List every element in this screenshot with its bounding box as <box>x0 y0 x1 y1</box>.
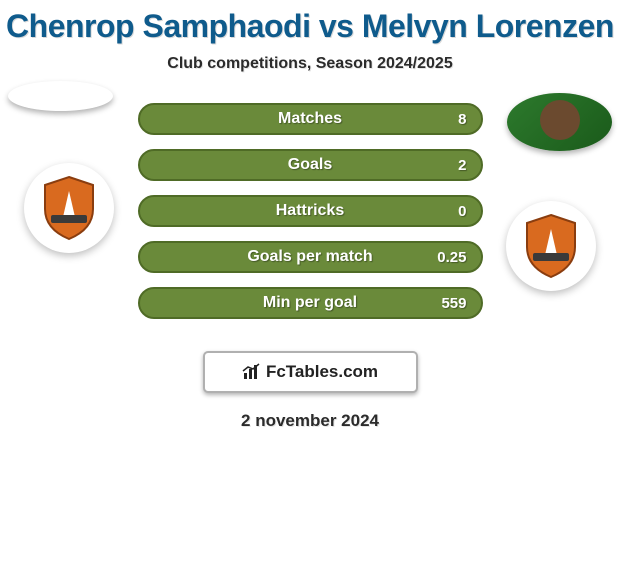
stat-label: Hattricks <box>276 202 344 220</box>
player1-name: Chenrop Samphaodi <box>6 8 310 44</box>
stat-value-right: 0.25 <box>437 249 466 266</box>
branding-text: FcTables.com <box>266 362 378 382</box>
stat-bar: Min per goal 559 <box>138 287 483 319</box>
stat-value-right: 0 <box>458 203 466 220</box>
stat-label: Goals <box>288 156 332 174</box>
vs-text: vs <box>319 8 354 44</box>
player1-avatar <box>8 81 113 111</box>
stat-label: Matches <box>278 110 342 128</box>
date-text: 2 november 2024 <box>0 411 620 431</box>
stats-area: Matches 8 Goals 2 Hattricks 0 Goals per match 0… <box>0 103 620 333</box>
stat-value-right: 8 <box>458 111 466 128</box>
chart-icon <box>242 363 262 381</box>
branding-badge: FcTables.com <box>203 351 418 393</box>
stat-label: Goals per match <box>247 248 372 266</box>
subtitle: Club competitions, Season 2024/2025 <box>0 55 620 73</box>
stats-bars: Matches 8 Goals 2 Hattricks 0 Goals per match 0… <box>138 103 483 319</box>
stat-bar: Goals per match 0.25 <box>138 241 483 273</box>
stat-bar: Goals 2 <box>138 149 483 181</box>
stat-label: Min per goal <box>263 294 357 312</box>
player2-avatar <box>507 93 612 151</box>
player2-club-badge <box>506 201 596 291</box>
stat-value-right: 2 <box>458 157 466 174</box>
stat-value-right: 559 <box>441 295 466 312</box>
stat-bar: Hattricks 0 <box>138 195 483 227</box>
player1-club-badge <box>24 163 114 253</box>
shield-icon <box>41 175 97 241</box>
page-title: Chenrop Samphaodi vs Melvyn Lorenzen <box>0 0 620 45</box>
shield-icon <box>523 213 579 279</box>
player2-name: Melvyn Lorenzen <box>362 8 614 44</box>
stat-bar: Matches 8 <box>138 103 483 135</box>
